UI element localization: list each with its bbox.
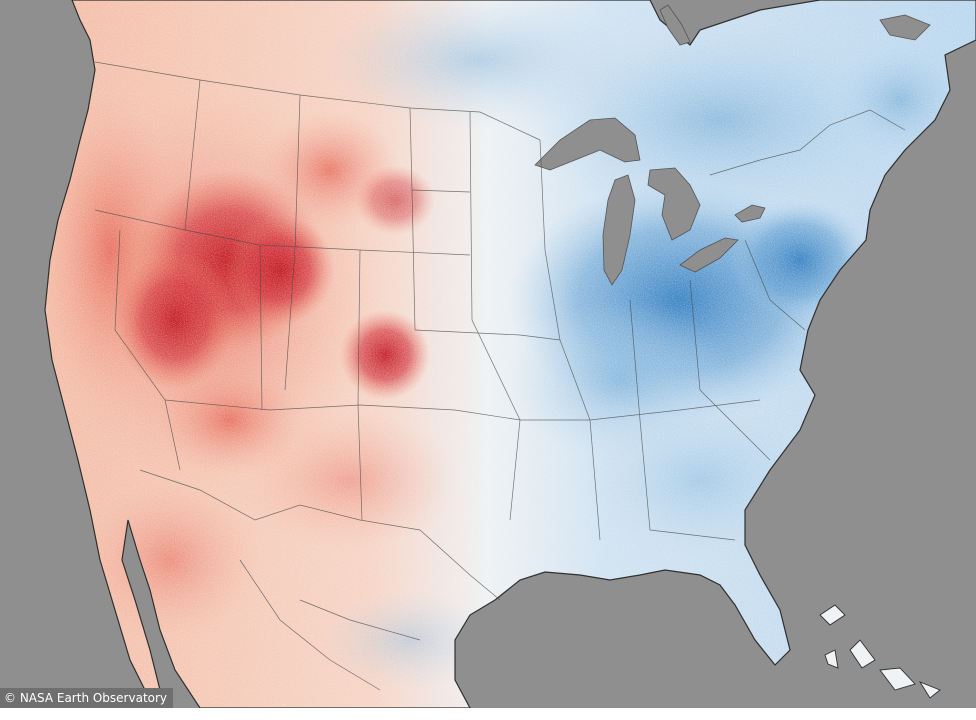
lake-huron xyxy=(647,167,701,241)
us-mexico-border xyxy=(139,469,501,601)
lake-ontario xyxy=(734,204,766,223)
bottom-margin xyxy=(0,708,976,720)
political-borders xyxy=(94,61,906,691)
lake-michigan xyxy=(602,174,636,286)
credit-label: © NASA Earth Observatory xyxy=(0,688,174,708)
gulf-of-st-lawrence xyxy=(879,14,931,41)
great-lakes xyxy=(534,4,931,286)
lake-erie xyxy=(679,237,739,273)
caribbean-islands xyxy=(819,604,941,699)
lake-superior xyxy=(534,117,641,171)
us-canada-border xyxy=(94,61,541,141)
lake-winnipeg xyxy=(659,4,691,46)
